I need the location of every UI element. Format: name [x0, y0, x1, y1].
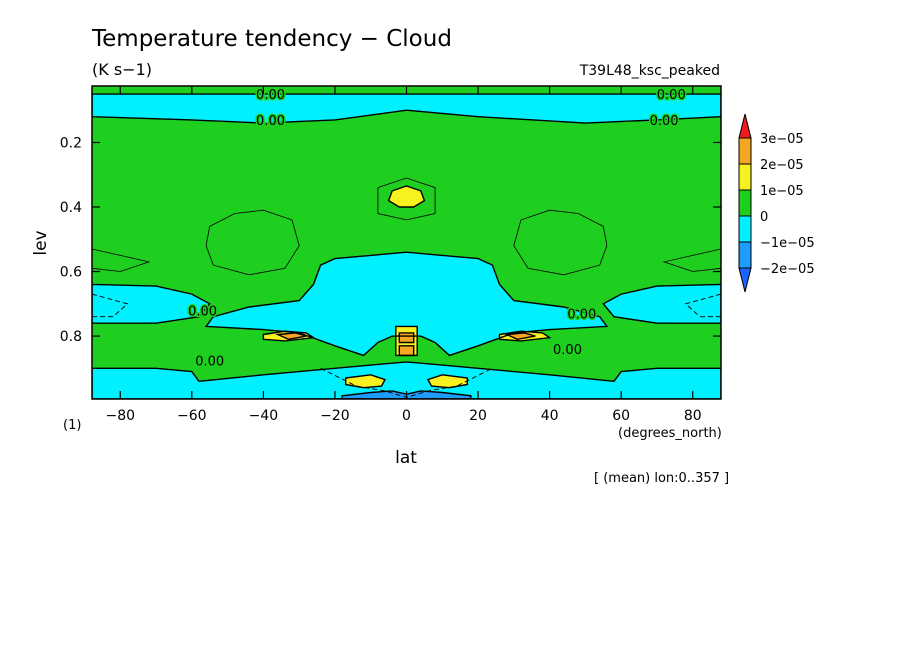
contour-region	[399, 332, 414, 343]
contour-line	[602, 283, 721, 324]
contour-region	[92, 94, 721, 124]
x-axis-units: (degrees_north)	[618, 426, 722, 441]
colorbar-label: 0	[760, 210, 768, 225]
colorbar-label: 1e−05	[760, 184, 804, 199]
contour-label: 0.00	[188, 304, 217, 319]
contour-line	[274, 332, 307, 341]
colorbar-segment	[738, 137, 752, 165]
contour-region	[603, 284, 721, 324]
contour-region	[388, 186, 425, 207]
contour-line	[344, 374, 387, 389]
colorbar-segment	[738, 189, 752, 217]
colorbar-segment	[738, 163, 752, 191]
colorbar-label: −1e−05	[760, 236, 815, 251]
x-tick-label: −80	[105, 408, 135, 424]
run-label: T39L48_ksc_peaked	[579, 63, 720, 79]
averaging-note: [ (mean) lon:0..357 ]	[594, 471, 729, 486]
contour-line	[503, 332, 536, 341]
contour-label: 0.00	[256, 88, 285, 103]
contour-lines	[92, 93, 721, 399]
chart-units: (K s−1)	[92, 60, 152, 79]
contour-line-thin	[513, 209, 608, 276]
contour-line-thin	[377, 177, 436, 221]
x-axis-label: lat	[395, 448, 417, 468]
contour-label: 0.00	[567, 307, 596, 322]
colorbar-label: 2e−05	[760, 158, 804, 173]
contour-line	[426, 374, 468, 389]
x-tick-label: 60	[612, 408, 630, 424]
x-tick-label: 80	[684, 408, 702, 424]
x-tick-label: 0	[402, 408, 411, 424]
y-tick-label: 0.4	[60, 200, 82, 216]
colorbar: 3e−05 2e−05 1e−05 0 −1e−05 −2e−05	[738, 113, 815, 293]
contour-line	[92, 361, 721, 399]
contour-region	[92, 284, 210, 324]
y-axis: 0.2 0.4 0.6 0.8	[60, 135, 721, 345]
y-tick-label: 0.2	[60, 135, 82, 151]
contour-line	[341, 390, 472, 399]
x-tick-label: 40	[541, 408, 559, 424]
contour-region	[399, 345, 414, 356]
colorbar-end-bottom	[738, 267, 752, 293]
contour-label: 0.00	[256, 114, 285, 129]
contour-line	[398, 332, 415, 344]
contour-region	[206, 252, 607, 356]
x-tick-label: −20	[320, 408, 350, 424]
contour-region	[428, 374, 468, 388]
contour-line	[204, 251, 609, 357]
plot-area: 0.00 0.00 0.00 0.00 0.00 0.00 0.00 0.00	[92, 86, 721, 399]
colorbar-segment	[738, 241, 752, 269]
colorbar-label: −2e−05	[760, 262, 815, 277]
x-tick-label: −60	[177, 408, 207, 424]
y-axis-label: lev	[31, 230, 51, 255]
contour-line	[92, 93, 721, 124]
y-axis-units: (1)	[63, 418, 81, 433]
colorbar-segment	[738, 215, 752, 243]
contour-label: 0.00	[195, 354, 224, 369]
x-tick-label: −40	[249, 408, 279, 424]
contour-label: 0.00	[657, 88, 686, 103]
contour-label: 0.00	[650, 114, 679, 129]
contour-region	[345, 374, 385, 388]
chart-title: Temperature tendency − Cloud	[91, 26, 452, 52]
contour-line	[398, 345, 415, 357]
contour-line	[262, 330, 316, 342]
contour-line-thin	[662, 248, 721, 272]
contour-region	[92, 361, 721, 399]
contour-line	[395, 325, 418, 357]
contour-line	[498, 330, 552, 342]
contour-label: 0.00	[553, 343, 582, 358]
contour-line	[92, 283, 211, 324]
colorbar-label: 3e−05	[760, 132, 804, 147]
x-tick-label: 20	[469, 408, 487, 424]
y-tick-label: 0.6	[60, 265, 82, 281]
colorbar-end-top	[738, 113, 752, 139]
contour-line-dashed	[92, 293, 129, 318]
contour-line-thin	[205, 209, 300, 276]
y-tick-label: 0.8	[60, 329, 82, 345]
x-axis: −80 −60 −40 −20 0 20 40 60 80	[105, 86, 702, 424]
contour-line-thin	[92, 248, 151, 272]
contour-line-dashed	[684, 293, 721, 318]
contour-label-layer: 0.00 0.00 0.00 0.00 0.00 0.00 0.00 0.00	[187, 87, 688, 371]
contour-line	[387, 185, 426, 208]
